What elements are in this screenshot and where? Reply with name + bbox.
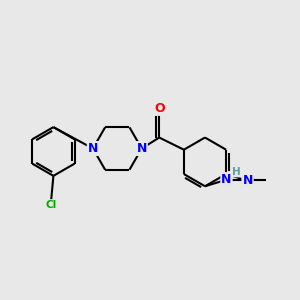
Text: O: O [154,102,164,115]
Text: H: H [232,167,241,177]
Text: N: N [221,173,232,186]
Text: Cl: Cl [45,200,57,210]
Text: N: N [136,142,147,155]
Text: N: N [242,174,253,187]
Text: N: N [88,142,98,155]
